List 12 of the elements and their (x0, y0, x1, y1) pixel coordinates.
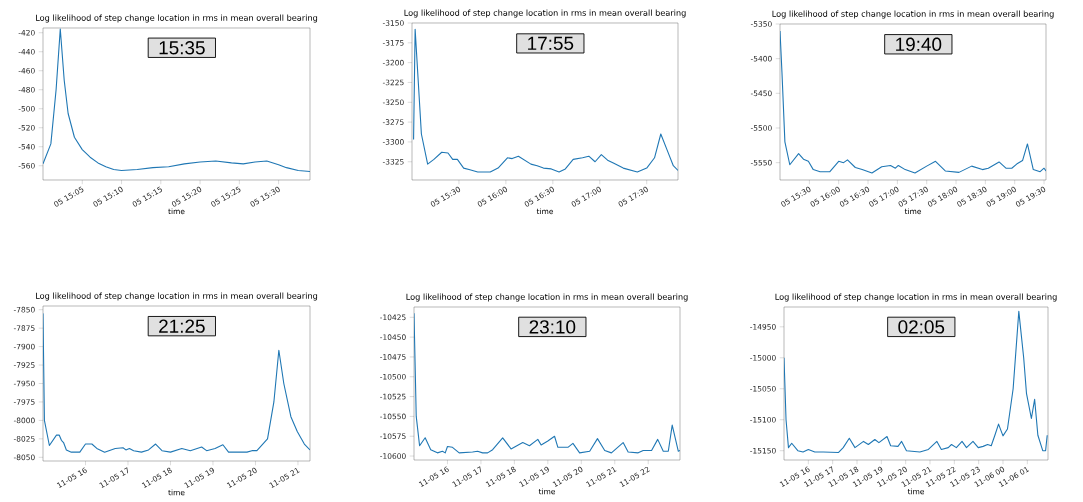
annotation: 21:25 (159, 319, 205, 333)
chart-title: Log likelihood of step change location in rms in mean overall bearing (404, 9, 686, 18)
annotation: 23:10 (529, 320, 576, 334)
chart-title: Log likelihood of step change location in rms in mean overall bearing (36, 14, 318, 23)
chart-title: Log likelihood of step change location in rms in mean overall bearing (406, 293, 688, 302)
chart-title: Log likelihood of step change location in rms in mean overall bearing (772, 10, 1054, 19)
annotation: 17:55 (528, 36, 574, 51)
annotation: 19:40 (896, 37, 942, 51)
annotation: 15:35 (159, 41, 205, 55)
chart-title: Log likelihood of step change location in rms in mean overall bearing (36, 292, 318, 301)
chart-title: Log likelihood of step change location in rms in mean overall bearing (775, 293, 1057, 302)
annotation: 02:05 (898, 320, 945, 334)
